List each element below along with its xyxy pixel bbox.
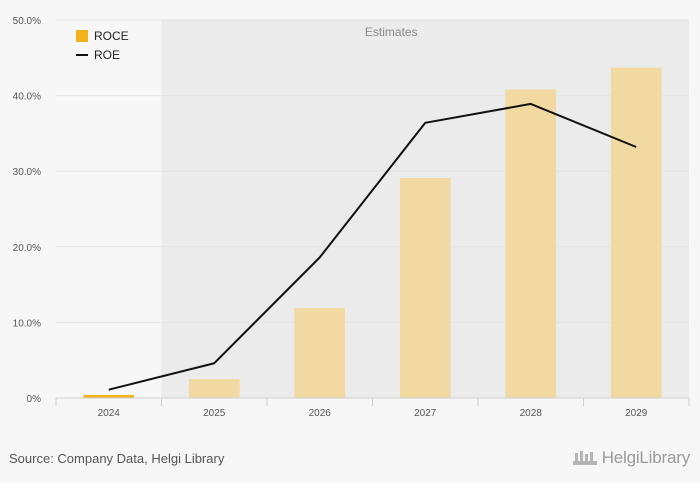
y-tick-label: 0%	[27, 394, 42, 405]
bar-roce	[610, 67, 662, 399]
y-tick-label: 50.0%	[13, 16, 41, 27]
legend-label-roce: ROCE	[94, 29, 129, 43]
bar-roce	[294, 308, 346, 398]
x-tick-label: 2025	[203, 408, 226, 419]
y-tick-label: 10.0%	[13, 318, 41, 329]
legend-label-roe: ROE	[94, 48, 120, 62]
bar-roce	[399, 178, 451, 398]
bar-roce	[505, 89, 557, 398]
x-tick-label: 2026	[309, 408, 332, 419]
chart: Estimates 0% 10.0% 20.0% 30.0% 40.0% 50.0% 20…	[13, 16, 690, 419]
x-axis: 2024 2025 2026 2027 2028 2029	[55, 397, 690, 419]
estimates-label: Estimates	[365, 25, 418, 39]
brand-logo: HelgiLibrary	[572, 448, 690, 468]
x-tick-label: 2027	[414, 408, 437, 419]
x-tick-label: 2029	[625, 408, 648, 419]
bar-roce	[188, 379, 240, 398]
legend: ROCE ROE	[76, 29, 129, 62]
y-tick-label: 40.0%	[13, 92, 41, 103]
x-tick-label: 2024	[98, 408, 121, 419]
roce-bars	[83, 67, 662, 399]
y-axis-ticks: 0% 10.0% 20.0% 30.0% 40.0% 50.0%	[13, 16, 41, 405]
legend-swatch-roce	[76, 30, 88, 42]
y-tick-label: 20.0%	[13, 243, 41, 254]
source-note: Source: Company Data, Helgi Library	[9, 451, 225, 466]
roe-line-path	[108, 102, 637, 391]
bar-roce	[83, 394, 135, 398]
brand-name: HelgiLibrary	[601, 448, 691, 467]
helgi-library-logo-icon	[572, 451, 597, 465]
roe-line	[108, 102, 637, 391]
y-tick-label: 30.0%	[13, 167, 41, 178]
x-tick-label: 2028	[520, 408, 543, 419]
